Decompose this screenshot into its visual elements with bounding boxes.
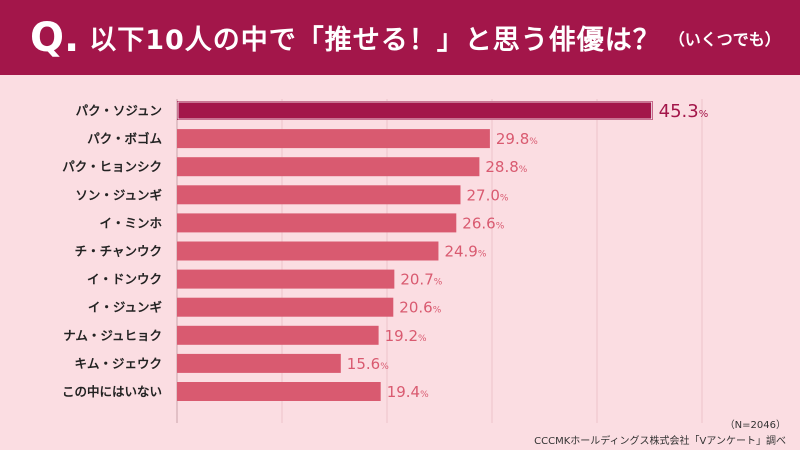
bar bbox=[177, 382, 381, 401]
value-label: 45.3% bbox=[659, 101, 709, 122]
chart-title: 以下10人の中で「推せる！」と思う俳優は？ bbox=[89, 25, 661, 56]
category-label: キム・ジェウク bbox=[74, 356, 162, 371]
value-label: 20.7% bbox=[400, 271, 442, 289]
bar bbox=[177, 157, 480, 177]
category-label: パク・ソジュン bbox=[76, 103, 162, 118]
unit-label: % bbox=[529, 137, 538, 147]
unit-label: % bbox=[433, 306, 442, 316]
value-label: 19.2% bbox=[385, 327, 427, 345]
category-label: イ・ドンウク bbox=[87, 272, 162, 287]
unit-label: % bbox=[519, 165, 528, 175]
sample-size-note: （N=2046） bbox=[724, 420, 786, 431]
category-label: チ・チャンウク bbox=[75, 244, 162, 259]
unit-label: % bbox=[699, 109, 709, 120]
bar bbox=[177, 185, 461, 205]
bar bbox=[177, 241, 439, 261]
value-label: 24.9% bbox=[444, 243, 486, 261]
bar bbox=[177, 297, 394, 317]
header-banner: Q. 以下10人の中で「推せる！」と思う俳優は？ （いくつでも） bbox=[0, 0, 800, 75]
value-label: 26.6% bbox=[462, 214, 504, 232]
value-label: 29.8% bbox=[496, 130, 538, 148]
category-label: ソン・ジュンギ bbox=[75, 187, 162, 202]
bar bbox=[177, 269, 395, 289]
bar bbox=[177, 101, 653, 120]
bar bbox=[177, 353, 341, 373]
source-note: CCCMKホールディングス株式会社「Vアンケート」調べ bbox=[534, 436, 786, 447]
unit-label: % bbox=[418, 334, 427, 344]
category-label: ナム・ジュヒョク bbox=[63, 328, 162, 343]
value-label: 15.6% bbox=[347, 355, 389, 373]
category-label: この中にはいない bbox=[62, 384, 162, 399]
unit-label: % bbox=[500, 193, 509, 203]
bar bbox=[177, 129, 490, 149]
unit-label: % bbox=[380, 362, 389, 372]
value-label: 20.6% bbox=[399, 299, 441, 317]
bar-chart: パク・ソジュン 45.3% パク・ボゴム 29.8% パク・ヒョンシク 28.8% ソン・ジ… bbox=[62, 99, 709, 423]
category-label: パク・ボゴム bbox=[87, 131, 162, 146]
bar bbox=[177, 213, 457, 233]
bar bbox=[177, 325, 379, 345]
unit-label: % bbox=[434, 278, 443, 288]
category-label: イ・ジュンギ bbox=[88, 300, 163, 315]
question-mark: Q. bbox=[30, 14, 80, 61]
chart-subtitle: （いくつでも） bbox=[668, 29, 781, 49]
bar-outline bbox=[177, 101, 653, 120]
value-label: 28.8% bbox=[485, 158, 527, 176]
value-label: 19.4% bbox=[387, 383, 429, 401]
category-label: パク・ヒョンシク bbox=[62, 159, 162, 174]
unit-label: % bbox=[478, 250, 487, 260]
value-label: 27.0% bbox=[467, 186, 509, 204]
unit-label: % bbox=[420, 390, 429, 400]
category-label: イ・ミンホ bbox=[99, 215, 162, 230]
unit-label: % bbox=[496, 221, 505, 231]
